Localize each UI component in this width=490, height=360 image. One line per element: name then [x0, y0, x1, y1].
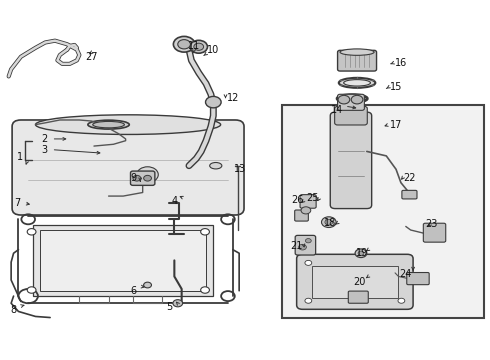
Text: 15: 15 [390, 82, 402, 92]
Circle shape [201, 229, 209, 235]
Circle shape [305, 260, 312, 265]
Circle shape [398, 298, 405, 303]
Bar [33, 225, 213, 296]
Ellipse shape [210, 162, 222, 169]
Text: 2: 2 [41, 134, 48, 144]
Text: 18: 18 [324, 218, 337, 228]
Circle shape [194, 43, 203, 50]
Text: 20: 20 [353, 277, 366, 287]
FancyBboxPatch shape [294, 210, 308, 221]
Circle shape [338, 95, 350, 104]
FancyBboxPatch shape [12, 120, 244, 215]
Circle shape [325, 219, 333, 225]
Text: 11: 11 [188, 41, 200, 51]
Circle shape [355, 249, 367, 257]
FancyBboxPatch shape [330, 112, 372, 208]
Text: 24: 24 [400, 269, 412, 279]
Ellipse shape [93, 121, 124, 128]
Circle shape [137, 167, 158, 183]
FancyBboxPatch shape [402, 190, 417, 199]
Text: 5: 5 [167, 302, 172, 312]
Circle shape [298, 244, 306, 250]
FancyBboxPatch shape [407, 273, 429, 285]
Text: 9: 9 [130, 173, 136, 183]
Ellipse shape [340, 49, 374, 55]
FancyBboxPatch shape [295, 235, 316, 255]
Text: 23: 23 [425, 219, 437, 229]
Text: 1: 1 [17, 152, 23, 162]
Circle shape [144, 175, 151, 181]
Circle shape [144, 282, 151, 288]
Circle shape [305, 298, 312, 303]
Circle shape [351, 95, 363, 104]
Circle shape [133, 175, 141, 181]
Bar [282, 105, 484, 318]
Text: 21: 21 [291, 241, 303, 251]
FancyBboxPatch shape [335, 107, 368, 125]
FancyBboxPatch shape [338, 94, 365, 111]
Text: 3: 3 [41, 145, 48, 155]
Text: 16: 16 [395, 58, 407, 68]
Circle shape [190, 40, 207, 53]
Ellipse shape [343, 80, 370, 86]
Circle shape [178, 40, 191, 49]
Circle shape [301, 207, 311, 214]
Circle shape [173, 300, 183, 307]
Text: 12: 12 [227, 93, 239, 103]
Text: 27: 27 [85, 52, 98, 62]
Text: 19: 19 [356, 248, 368, 258]
Text: 14: 14 [331, 105, 343, 115]
Circle shape [321, 217, 336, 228]
Circle shape [358, 251, 364, 255]
Circle shape [305, 239, 311, 243]
FancyBboxPatch shape [300, 195, 316, 208]
FancyBboxPatch shape [348, 291, 368, 303]
Text: 4: 4 [172, 197, 177, 206]
Text: 17: 17 [390, 120, 402, 130]
Circle shape [27, 287, 36, 293]
Text: 10: 10 [207, 45, 220, 55]
Circle shape [173, 36, 195, 52]
FancyBboxPatch shape [130, 171, 155, 185]
FancyBboxPatch shape [423, 223, 446, 242]
Text: 25: 25 [306, 193, 318, 203]
FancyBboxPatch shape [338, 50, 376, 71]
Text: 7: 7 [14, 198, 20, 208]
Text: 26: 26 [292, 195, 304, 204]
Ellipse shape [35, 115, 220, 134]
Text: 22: 22 [403, 173, 416, 183]
Ellipse shape [339, 78, 375, 88]
Ellipse shape [88, 120, 129, 129]
Text: 13: 13 [234, 164, 246, 174]
Text: 8: 8 [10, 305, 17, 315]
Bar [40, 230, 206, 291]
Circle shape [205, 96, 221, 108]
Circle shape [201, 287, 209, 293]
Bar [312, 266, 397, 298]
FancyBboxPatch shape [296, 254, 413, 309]
Circle shape [27, 229, 36, 235]
Text: 6: 6 [130, 286, 136, 296]
